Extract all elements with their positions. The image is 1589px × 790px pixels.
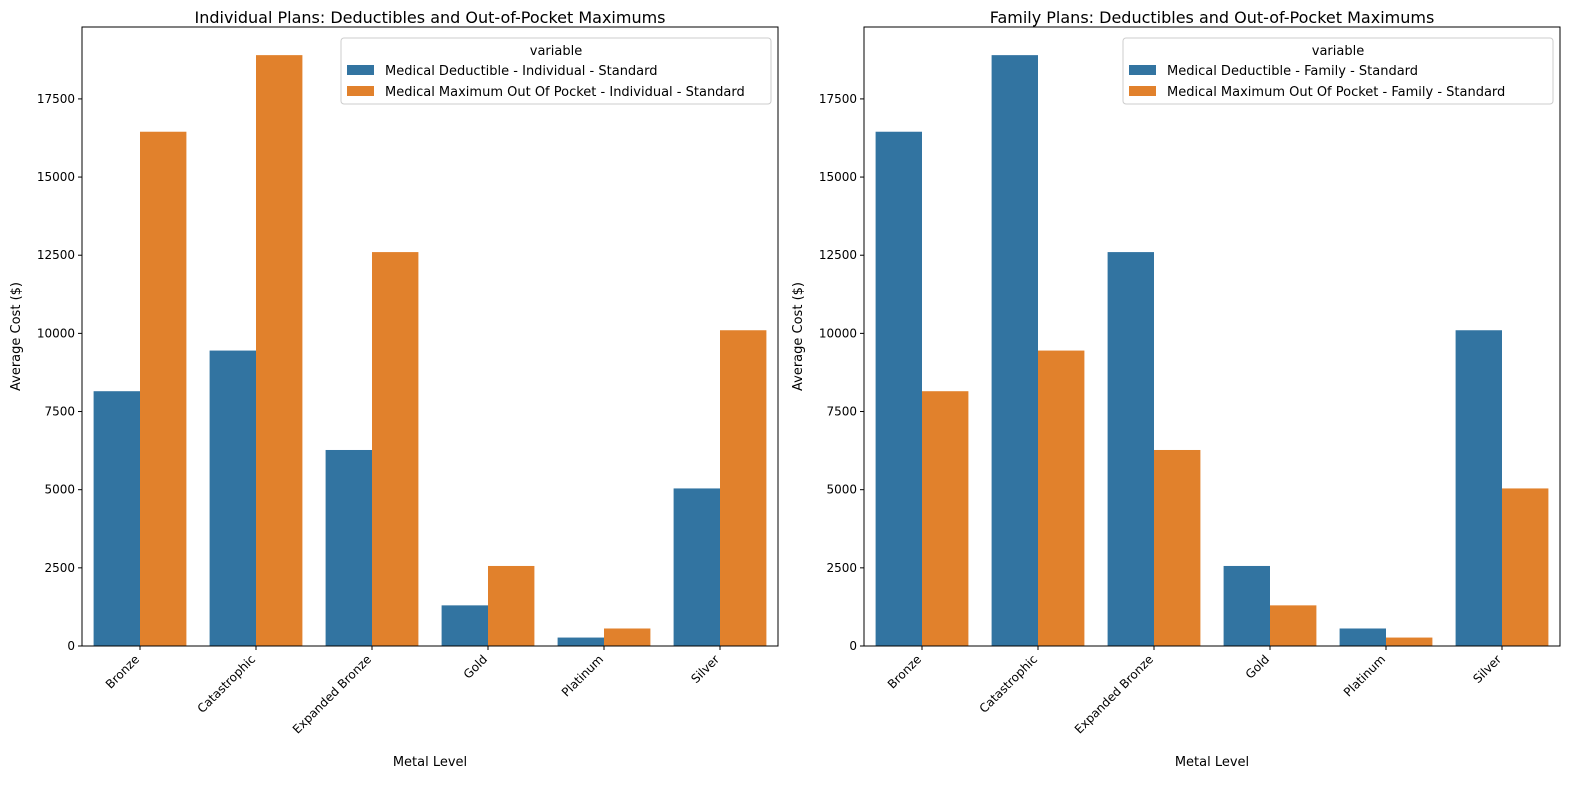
x-tick-label: Bronze [885, 652, 924, 691]
y-tick-label: 17500 [37, 92, 75, 106]
bar-silver-series-2 [720, 330, 767, 646]
bar-expanded-bronze-series-1 [1107, 252, 1154, 646]
x-tick-label: Catastrophic [195, 652, 259, 716]
x-tick-label: Expanded Bronze [290, 652, 374, 736]
bar-expanded-bronze-series-1 [325, 449, 372, 646]
y-axis-label: Average Cost ($) [791, 282, 806, 391]
legend-swatch [1129, 65, 1156, 75]
bar-platinum-series-1 [557, 637, 604, 646]
bar-expanded-bronze-series-2 [372, 252, 419, 646]
legend-box [1122, 37, 1554, 105]
bar-gold-series-2 [488, 565, 535, 646]
y-tick-label: 7500 [44, 405, 75, 419]
x-tick-label: Silver [688, 652, 722, 686]
x-tick-label: Expanded Bronze [1072, 652, 1156, 736]
bar-silver-series-2 [1502, 488, 1549, 646]
bar-platinum-series-2 [604, 628, 651, 646]
bar-catastrophic-series-2 [1038, 350, 1085, 646]
x-tick-label: Catastrophic [977, 652, 1041, 716]
legend-title: variable [530, 44, 582, 59]
y-tick-label: 10000 [819, 326, 857, 340]
legend-title: variable [1312, 44, 1364, 59]
bar-bronze-series-2 [140, 131, 187, 646]
bar-catastrophic-series-2 [256, 55, 303, 647]
bar-bronze-series-2 [922, 391, 969, 646]
x-tick-label: Bronze [103, 652, 142, 691]
legend-entry: Medical Maximum Out Of Pocket - Family -… [1167, 85, 1505, 100]
legend-entry: Medical Deductible - Family - Standard [1167, 64, 1418, 79]
x-axis-label: Metal Level [393, 755, 467, 770]
legend-entry: Medical Deductible - Individual - Standa… [385, 64, 658, 79]
bar-catastrophic-series-1 [991, 55, 1038, 647]
y-tick-label: 17500 [819, 92, 857, 106]
bar-gold-series-2 [1270, 605, 1317, 646]
x-tick-label: Platinum [1341, 652, 1388, 699]
chart-panel-2: Family Plans: Deductibles and Out-of-Poc… [791, 8, 1561, 770]
chart-panel-1: Individual Plans: Deductibles and Out-of… [9, 8, 779, 770]
plot-frame [81, 26, 779, 647]
x-tick-label: Silver [1470, 652, 1504, 686]
bar-gold-series-1 [1223, 565, 1270, 646]
x-tick-label: Platinum [559, 652, 606, 699]
y-tick-label: 5000 [44, 483, 75, 497]
x-tick-label: Gold [461, 652, 490, 681]
bar-silver-series-1 [1455, 330, 1502, 646]
y-tick-label: 15000 [37, 170, 75, 184]
legend: variable Medical Deductible - Individual … [340, 37, 772, 105]
bar-expanded-bronze-series-2 [1154, 449, 1201, 646]
y-axis-label: Average Cost ($) [9, 282, 24, 391]
bar-platinum-series-2 [1386, 637, 1433, 646]
y-tick-label: 10000 [37, 326, 75, 340]
bar-platinum-series-1 [1339, 628, 1386, 646]
bar-gold-series-1 [441, 605, 488, 646]
y-tick-label: 0 [849, 639, 857, 653]
legend: variable Medical Deductible - Family - St… [1122, 37, 1554, 105]
x-tick-label: Gold [1243, 652, 1272, 681]
plot-frame [863, 26, 1561, 647]
legend-entry: Medical Maximum Out Of Pocket - Individu… [385, 85, 745, 100]
y-tick-label: 12500 [37, 248, 75, 262]
y-tick-label: 15000 [819, 170, 857, 184]
chart-title: Individual Plans: Deductibles and Out-of… [194, 8, 665, 27]
bar-bronze-series-1 [93, 391, 140, 646]
legend-box [340, 37, 772, 105]
y-tick-label: 2500 [826, 561, 857, 575]
y-tick-label: 7500 [826, 405, 857, 419]
chart-title: Family Plans: Deductibles and Out-of-Poc… [990, 8, 1435, 27]
bar-bronze-series-1 [875, 131, 922, 646]
legend-swatch [1129, 86, 1156, 96]
bar-catastrophic-series-1 [209, 350, 256, 646]
y-tick-label: 5000 [826, 483, 857, 497]
y-tick-label: 12500 [819, 248, 857, 262]
x-axis-label: Metal Level [1175, 755, 1249, 770]
legend-swatch [347, 86, 374, 96]
y-tick-label: 2500 [44, 561, 75, 575]
y-tick-label: 0 [67, 639, 75, 653]
bar-silver-series-1 [673, 488, 720, 646]
legend-swatch [347, 65, 374, 75]
